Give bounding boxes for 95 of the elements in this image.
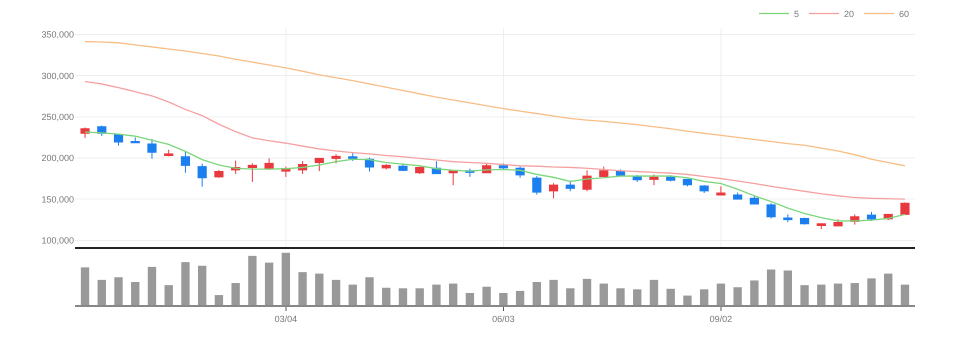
bar xyxy=(834,284,842,305)
candlestick xyxy=(566,180,575,192)
y-tick-label: 300,000 xyxy=(41,70,74,81)
candlestick xyxy=(750,195,759,205)
bar xyxy=(633,289,642,305)
candlestick xyxy=(398,162,408,172)
candlestick xyxy=(733,192,742,200)
y-tick-label: 250,000 xyxy=(41,112,74,122)
y-tick-label: 200,000 xyxy=(41,153,74,164)
legend-label: 20 xyxy=(844,9,854,20)
candlestick xyxy=(114,134,124,146)
bar xyxy=(884,274,892,305)
bar xyxy=(600,284,608,305)
candlestick xyxy=(599,166,608,177)
candlestick xyxy=(248,162,257,182)
bar xyxy=(382,288,390,305)
bar xyxy=(566,288,574,305)
bar xyxy=(148,266,156,305)
bar xyxy=(98,280,106,305)
x-tick-label: 09/02 xyxy=(710,314,732,324)
bar xyxy=(315,274,324,305)
candlestick xyxy=(415,166,424,175)
bar xyxy=(164,285,173,305)
bar xyxy=(181,262,190,305)
candlestick xyxy=(448,170,458,186)
line-series xyxy=(84,131,906,222)
x-tick-label: 06/03 xyxy=(492,314,515,324)
bar xyxy=(264,262,274,305)
bar xyxy=(416,288,424,305)
bar xyxy=(716,284,726,305)
bar xyxy=(900,284,910,305)
bar xyxy=(733,287,742,305)
bar xyxy=(666,288,675,305)
bar xyxy=(482,286,491,305)
bar xyxy=(432,284,441,305)
bar xyxy=(448,284,458,305)
bar xyxy=(683,296,692,305)
bar xyxy=(650,280,658,305)
bar xyxy=(616,288,625,305)
candlestick xyxy=(833,218,843,227)
bar xyxy=(365,277,374,305)
candlestick xyxy=(783,214,792,223)
bar xyxy=(198,266,206,305)
bar xyxy=(231,283,240,305)
bar xyxy=(784,270,792,305)
bar xyxy=(582,278,592,305)
bar xyxy=(850,283,859,305)
candlestick xyxy=(214,169,224,178)
legend-label: 60 xyxy=(899,9,910,20)
line-series xyxy=(84,80,906,200)
bar xyxy=(214,295,224,305)
candlestick xyxy=(816,223,826,230)
bar xyxy=(532,282,542,305)
x-tick-label: 03/04 xyxy=(274,314,298,324)
bar xyxy=(248,256,257,305)
bar xyxy=(282,252,290,305)
bar xyxy=(700,289,708,305)
candlestick xyxy=(130,136,140,144)
candlestick xyxy=(548,182,558,199)
candlestick xyxy=(382,164,391,170)
bar xyxy=(766,269,776,305)
bar xyxy=(298,272,307,305)
legend-label: 5 xyxy=(794,9,800,20)
bar xyxy=(398,288,408,305)
bar xyxy=(800,285,809,305)
candlestick xyxy=(900,202,910,216)
bar xyxy=(516,290,524,305)
candlestick xyxy=(532,176,542,196)
bar xyxy=(80,267,90,305)
bar xyxy=(817,284,826,305)
candlestick xyxy=(314,158,324,172)
candlestick xyxy=(147,138,157,160)
candlestick xyxy=(331,154,341,164)
y-tick-label: 350,000 xyxy=(41,30,74,40)
candlestick xyxy=(180,151,190,174)
candlestick xyxy=(700,184,709,194)
bar xyxy=(549,280,558,305)
bar xyxy=(332,280,340,305)
bar xyxy=(750,280,759,305)
bar xyxy=(867,278,876,305)
bar xyxy=(348,284,357,305)
bar xyxy=(114,277,123,305)
candlestick xyxy=(649,174,659,186)
bar xyxy=(466,292,474,305)
candlestick xyxy=(866,211,876,222)
candlestick xyxy=(164,149,174,157)
y-tick-label: 150,000 xyxy=(41,194,74,204)
line-series xyxy=(84,40,906,166)
candlestick xyxy=(766,202,776,219)
bar xyxy=(499,292,508,305)
y-tick-label: 100,000 xyxy=(41,235,74,246)
bar xyxy=(131,282,140,305)
candlestick xyxy=(800,217,810,226)
candlestick xyxy=(716,186,726,196)
candlestick xyxy=(198,163,207,188)
